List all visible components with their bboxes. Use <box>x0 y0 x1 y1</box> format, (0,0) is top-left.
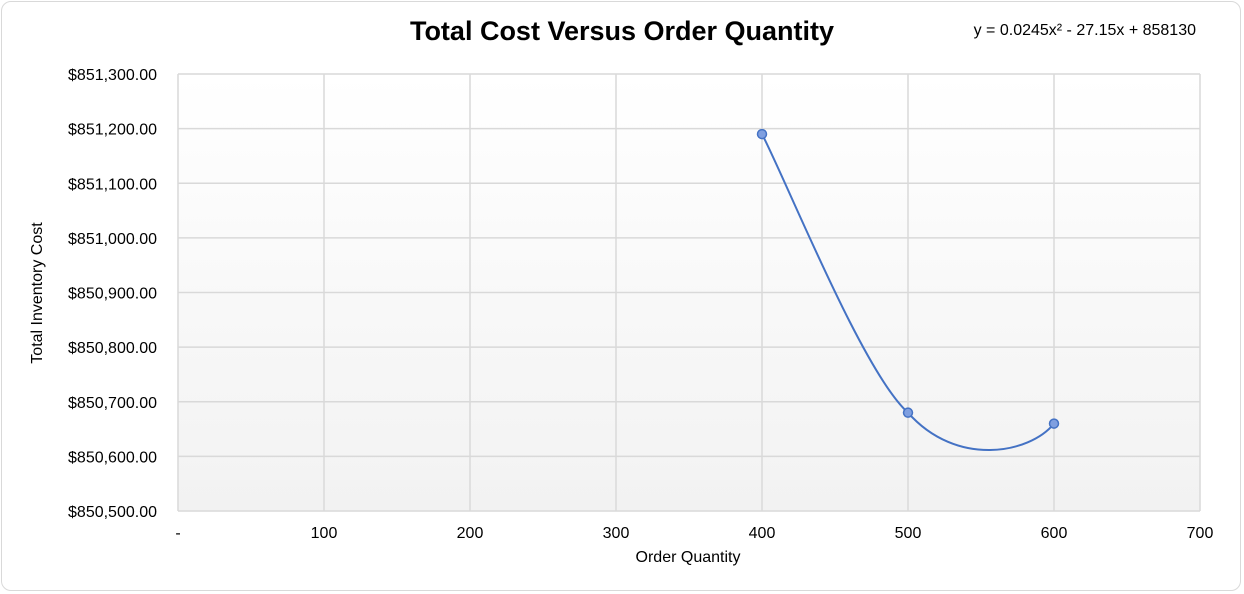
y-tick-label: $850,800.00 <box>68 340 157 357</box>
x-tick-label: 700 <box>1187 525 1214 542</box>
x-tick-label: 400 <box>749 525 776 542</box>
y-tick-label: $850,500.00 <box>68 504 157 521</box>
trendline-equation: y = 0.0245x² - 27.15x + 858130 <box>973 22 1196 39</box>
y-tick-label: $850,600.00 <box>68 449 157 466</box>
x-tick-label: 300 <box>603 525 630 542</box>
y-tick-label: $851,100.00 <box>68 176 157 193</box>
y-tick-label: $851,200.00 <box>68 122 157 139</box>
data-point <box>756 128 768 140</box>
series-line <box>761 133 1055 452</box>
x-tick-label: 600 <box>1041 525 1068 542</box>
y-tick-label: $851,300.00 <box>68 67 157 84</box>
x-tick-label: 100 <box>311 525 338 542</box>
x-tick-label: 200 <box>457 525 484 542</box>
data-point <box>902 407 914 418</box>
y-tick-label: $850,700.00 <box>68 395 157 412</box>
x-tick-label: - <box>175 525 180 542</box>
x-tick-label: 500 <box>895 525 922 542</box>
x-axis-label: Order Quantity <box>635 549 741 566</box>
chart-title: Total Cost Versus Order Quantity <box>409 16 835 46</box>
y-tick-label: $851,000.00 <box>68 231 157 248</box>
data-point <box>1048 418 1060 429</box>
y-tick-label: $850,900.00 <box>68 286 157 303</box>
